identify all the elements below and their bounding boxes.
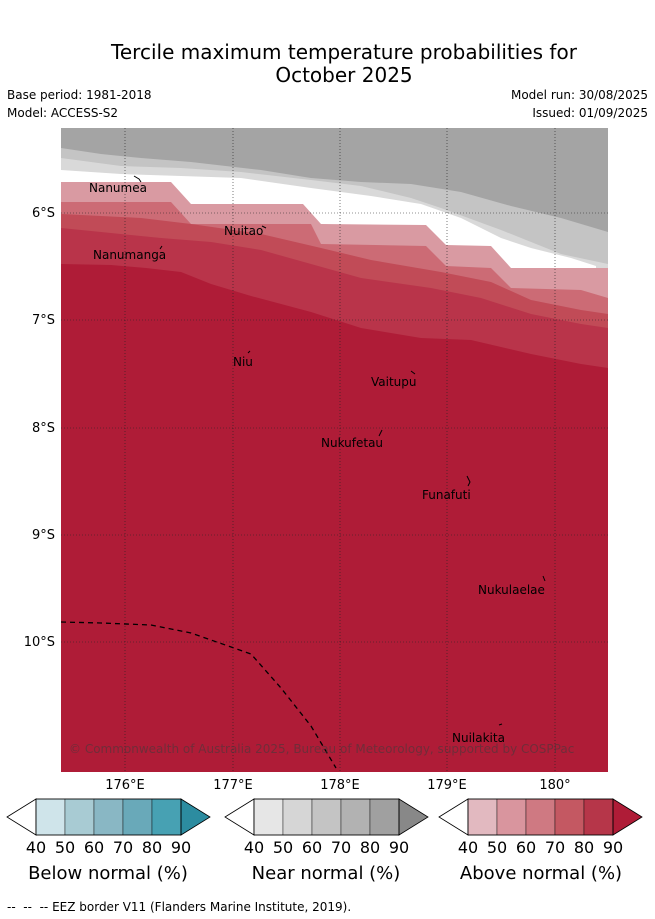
map-footer: -- -- -- EEZ border V11 (Flanders Marine… — [7, 900, 351, 914]
colorbar-near-normal — [224, 798, 429, 836]
tick-label: 80 — [141, 838, 163, 857]
tick-label: 50 — [486, 838, 508, 857]
colorbar-segment — [583, 798, 614, 836]
lat-label-7s: 7°S — [31, 313, 55, 328]
tick-label: 60 — [83, 838, 105, 857]
tick-label: 90 — [602, 838, 624, 857]
island-outlines — [133, 175, 546, 726]
colorbar-segment — [467, 798, 498, 836]
lon-label-179e: 179°E — [427, 778, 467, 793]
colorbar-title-above: Above normal (%) — [459, 863, 623, 884]
lon-label-177e: 177°E — [213, 778, 253, 793]
colorbar-outline — [253, 798, 400, 836]
map-title-line2: October 2025 — [275, 63, 413, 87]
island-nuilakita-shape — [498, 723, 503, 726]
colorbar-segment — [151, 798, 182, 836]
tick-label: 40 — [457, 838, 479, 857]
base-period: Base period: 1981-2018 — [7, 88, 152, 102]
island-nanumea-shape — [133, 175, 142, 183]
tick-label: 90 — [170, 838, 192, 857]
colorbar-segment — [496, 798, 527, 836]
tick-label: 60 — [301, 838, 323, 857]
colorbar-segment — [93, 798, 124, 836]
tick-label: 40 — [25, 838, 47, 857]
colorbar-segment — [282, 798, 313, 836]
island-niu-shape — [247, 350, 251, 354]
colorbar-outline — [35, 798, 182, 836]
colorbar-segment — [340, 798, 371, 836]
island-label-nanumea: Nanumea — [89, 181, 147, 195]
lat-label-9s: 9°S — [31, 528, 55, 543]
band-near-70 — [61, 128, 608, 232]
colorbar-title-near: Near normal (%) — [251, 863, 401, 884]
colorbar-outline — [467, 798, 614, 836]
tick-label: 40 — [243, 838, 265, 857]
colorbar-segment — [64, 798, 95, 836]
copyright-notice: © Commonwealth of Australia 2025, Bureau… — [69, 742, 575, 756]
colorbar-extend-low — [6, 798, 37, 836]
tick-label: 80 — [359, 838, 381, 857]
lat-label-8s: 8°S — [31, 421, 55, 436]
island-label-nuitao: Nuitao — [224, 224, 264, 238]
island-label-nukufetau: Nukufetau — [321, 436, 384, 450]
tick-label: 50 — [272, 838, 294, 857]
island-label-vaitupu: Vaitupu — [371, 375, 417, 389]
colorbar-segment — [35, 798, 66, 836]
tick-label: 70 — [330, 838, 352, 857]
colorbar-below-normal — [6, 798, 211, 836]
island-label-nukulaelae: Nukulaelae — [478, 583, 545, 597]
lon-label-176e: 176°E — [105, 778, 145, 793]
tick-label: 70 — [544, 838, 566, 857]
colorbar-extend-low — [224, 798, 255, 836]
tick-label: 60 — [515, 838, 537, 857]
tick-label: 80 — [573, 838, 595, 857]
colorbar-segment — [253, 798, 284, 836]
eez-legend-dash: -- -- -- — [7, 900, 53, 914]
eez-legend-text: EEZ border V11 (Flanders Marine Institut… — [52, 900, 352, 914]
island-vaitupu-shape — [410, 370, 416, 375]
island-label-nuilakita: Nuilakita — [452, 731, 505, 745]
island-nukulaelae-shape — [542, 575, 546, 582]
map-title: Tercile maximum temperature probabilitie… — [0, 41, 655, 87]
issued-date: Issued: 01/09/2025 — [532, 106, 648, 120]
colorbar-title-below: Below normal (%) — [28, 863, 188, 884]
lon-label-178e: 178°E — [320, 778, 360, 793]
island-label-niu: Niu — [233, 355, 253, 369]
model-name: Model: ACCESS-S2 — [7, 106, 119, 120]
lon-label-180: 180° — [539, 778, 571, 793]
colorbar-segment — [554, 798, 585, 836]
island-nuitao-shape — [261, 225, 267, 229]
tick-label: 90 — [388, 838, 410, 857]
colorbar-extend-high — [398, 798, 429, 836]
tick-label: 70 — [112, 838, 134, 857]
colorbar-segment — [122, 798, 153, 836]
graticule — [61, 128, 608, 772]
island-label-nanumanga: Nanumanga — [93, 248, 167, 262]
tick-label: 50 — [54, 838, 76, 857]
island-nanumanga-shape — [159, 245, 163, 250]
eez-border — [61, 621, 337, 769]
colorbar-extend-low — [438, 798, 469, 836]
colorbar-segment — [311, 798, 342, 836]
map-plot — [61, 128, 608, 772]
model-run: Model run: 30/08/2025 — [510, 88, 648, 102]
map-title-line1: Tercile maximum temperature probabilitie… — [111, 40, 577, 64]
lat-label-6s: 6°S — [31, 206, 55, 221]
colorbar-segment — [369, 798, 400, 836]
island-label-funafuti: Funafuti — [422, 488, 471, 502]
island-funafuti-shape — [466, 475, 471, 487]
colorbar-above-normal — [438, 798, 643, 836]
colorbar-extend-high — [612, 798, 643, 836]
lat-label-10s: 10°S — [23, 635, 55, 650]
colorbar-segment — [525, 798, 556, 836]
colorbar-extend-high — [180, 798, 211, 836]
island-nukufetau-shape — [378, 429, 383, 437]
